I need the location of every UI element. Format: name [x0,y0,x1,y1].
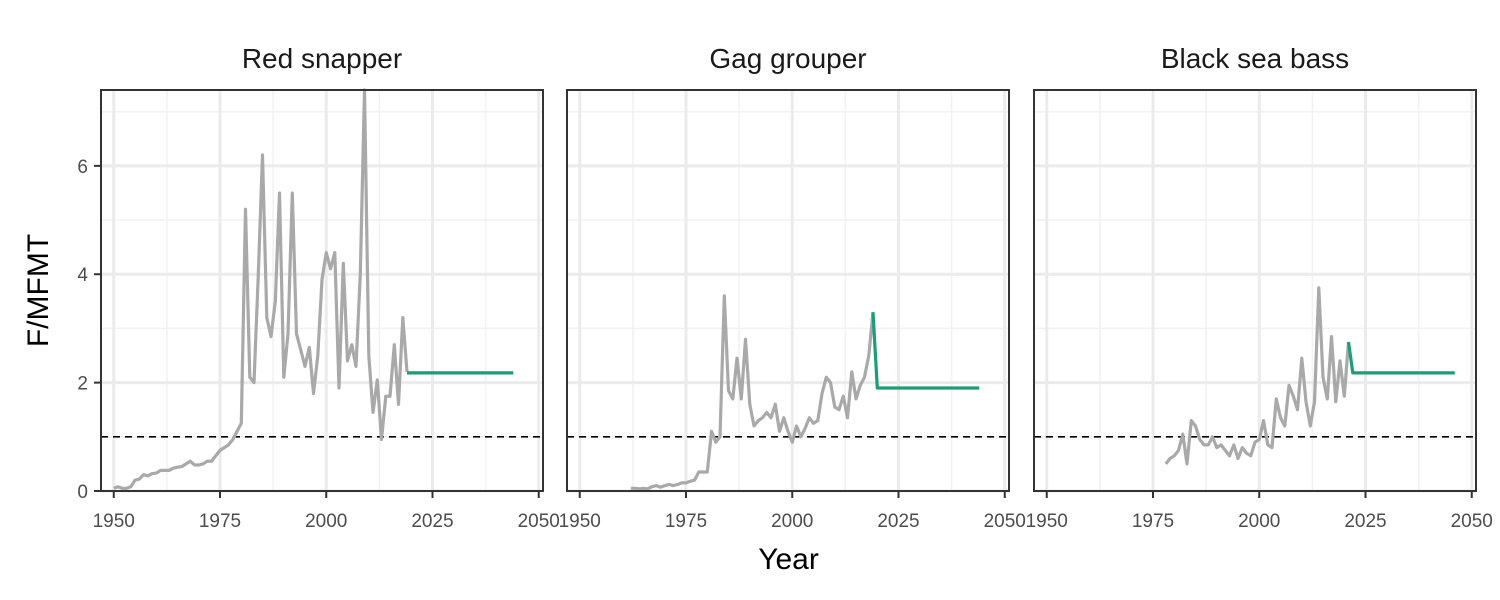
x-tick-label: 2050 [984,511,1026,532]
panel-title: Red snapper [242,43,402,74]
x-tick-label: 2000 [771,511,813,532]
y-tick-label: 2 [77,374,88,395]
x-tick-label: 1950 [559,511,601,532]
y-tick-label: 4 [77,265,88,286]
historical-series-line [630,294,875,491]
x-tick-label: 1975 [665,511,707,532]
panel-2: Gag grouper 1950 1975 2000 2025 2050 [559,43,1026,532]
chart-panels: Red snapper 1950 1975 2000 2025 2050 0 2 4 6 Gag g… [77,43,1492,532]
x-tick-label: 2000 [1238,511,1280,532]
y-tick-label: 6 [77,157,88,178]
panel-3: Black sea bass 1950 1975 2000 2025 2050 [1026,43,1493,532]
x-tick-label: 1975 [1132,511,1174,532]
panel-border [1033,89,1477,492]
projection-series-line [1346,341,1455,375]
x-tick-label: 1950 [93,511,135,532]
projection-series-line [871,312,980,390]
panel-title: Gag grouper [709,43,866,74]
x-tick-label: 2000 [305,511,347,532]
panel-border [566,89,1010,492]
panel-border [100,89,544,492]
x-axis-title: Year [758,543,819,576]
x-tick-label: 2050 [1451,511,1493,532]
y-tick-label: 0 [77,482,88,503]
panel-1: Red snapper 1950 1975 2000 2025 2050 0 2 4 6 [77,43,559,532]
x-tick-label: 1950 [1026,511,1068,532]
historical-series-line [1164,286,1351,466]
x-tick-label: 2025 [411,511,453,532]
x-tick-label: 2050 [518,511,560,532]
historical-series-line [113,88,409,490]
x-tick-label: 2025 [1344,511,1386,532]
x-tick-label: 2025 [877,511,919,532]
y-axis-title: F/MFMT [22,234,55,347]
panel-title: Black sea bass [1161,43,1349,74]
x-tick-label: 1975 [199,511,241,532]
